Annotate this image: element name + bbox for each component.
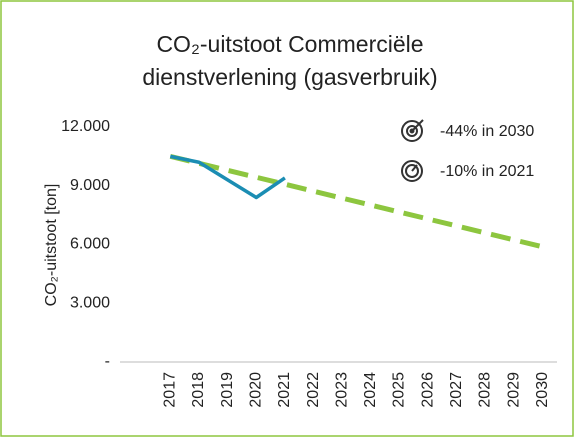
x-tick-label: 2017 <box>162 372 179 408</box>
x-tick-label: 2030 <box>534 372 551 408</box>
annotation: -10% in 2021 <box>440 163 534 180</box>
target-icon <box>401 119 424 142</box>
x-tick-label: 2026 <box>419 372 436 408</box>
x-tick-label: 2020 <box>247 372 264 408</box>
x-tick-label: 2021 <box>276 372 293 408</box>
x-tick-label: 2019 <box>219 372 236 408</box>
chart-title: CO₂-uitstoot Commerciële dienstverlening… <box>142 31 438 90</box>
y-tick-label: 12.000 <box>61 118 110 135</box>
y-tick-label: 9.000 <box>70 177 110 194</box>
x-tick-label: 2024 <box>362 372 379 408</box>
gauge-icon <box>401 160 423 182</box>
y-tick-label: - <box>105 353 110 370</box>
y-axis-label: CO₂-uitstoot [ton] <box>43 184 60 307</box>
series-line <box>169 153 544 250</box>
x-tick-label: 2018 <box>190 372 207 408</box>
x-tick-label: 2027 <box>448 372 465 408</box>
series-line <box>169 154 286 200</box>
annotation: -44% in 2030 <box>440 123 534 140</box>
y-tick-label: 6.000 <box>70 236 110 253</box>
x-tick-label: 2023 <box>333 372 350 408</box>
x-tick-label: 2028 <box>477 372 494 408</box>
x-tick-label: 2029 <box>505 372 522 408</box>
x-tick-label: 2022 <box>305 372 322 408</box>
x-tick-label: 2025 <box>391 372 408 408</box>
y-tick-label: 3.000 <box>70 294 110 311</box>
